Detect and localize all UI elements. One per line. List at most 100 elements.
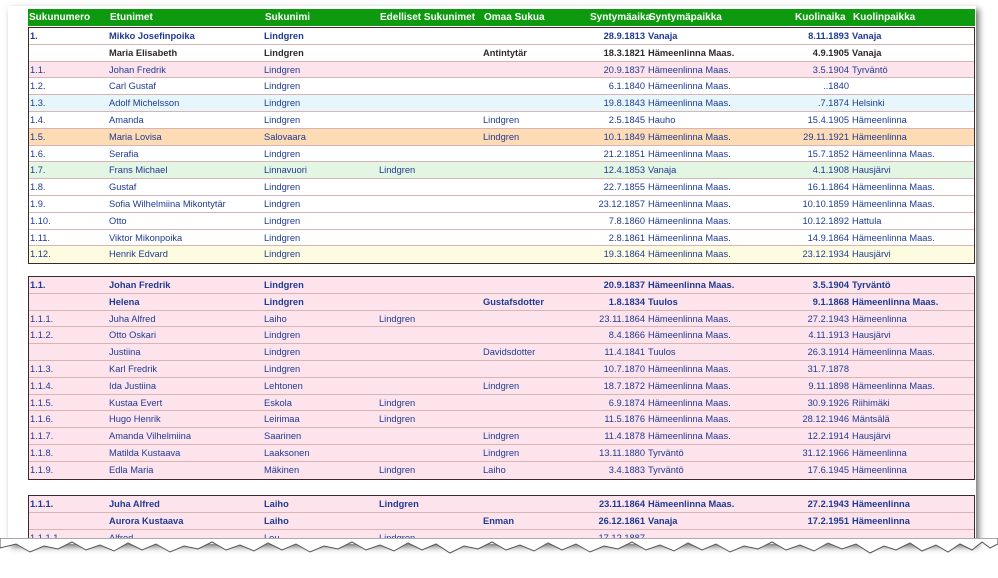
table-row[interactable]: 1.7. Frans Michael Linnavuori Lindgren 12.4.… <box>29 162 974 180</box>
kuolinaika-cell[interactable]: 31.12.1966 <box>802 447 849 458</box>
sukunimi-cell[interactable]: Lindgren <box>264 114 301 125</box>
syntymapaikka-cell[interactable]: Tuulos <box>648 347 676 358</box>
etunimet-cell[interactable]: Serafia <box>109 148 139 159</box>
sukunimi-cell[interactable]: Lindgren <box>264 215 301 226</box>
syntymapaikka-cell[interactable]: Hämeenlinna Maas. <box>648 148 731 159</box>
kuolinpaikka-cell[interactable]: Hämeenlinna <box>852 464 907 475</box>
header-sukunumero[interactable]: Sukunumero <box>29 12 91 23</box>
edelliset-cell[interactable] <box>379 294 479 310</box>
table-row[interactable]: 1.1.5. Kustaa Evert Eskola Lindgren 6.9.1874… <box>29 394 974 412</box>
omaa-sukua-cell[interactable] <box>483 62 578 78</box>
header-kuolinpaikka[interactable]: Kuolinpaikka <box>853 12 916 23</box>
table-row[interactable]: Maria Elisabeth Lindgren Antintytär 18.3.18… <box>29 44 974 62</box>
syntymaaika-cell[interactable]: 7.8.1860 <box>608 215 645 226</box>
etunimet-cell[interactable]: Otto <box>109 215 127 226</box>
kuolinaika-cell[interactable]: 17.2.1951 <box>807 515 849 526</box>
kuolinpaikka-cell[interactable]: Mäntsälä <box>852 414 890 425</box>
etunimet-cell[interactable]: Maria Elisabeth <box>109 47 178 58</box>
header-etunimet[interactable]: Etunimet <box>110 12 153 23</box>
kuolinaika-cell[interactable]: ..1840 <box>823 81 849 92</box>
sukunimi-cell[interactable]: Linnavuori <box>264 165 307 176</box>
etunimet-cell[interactable]: Amanda <box>109 114 144 125</box>
sukunumero-cell[interactable]: 1.6. <box>30 148 46 159</box>
omaa-sukua-cell[interactable] <box>483 230 578 246</box>
syntymapaikka-cell[interactable]: Hämeenlinna Maas. <box>648 81 731 92</box>
etunimet-cell[interactable]: Frans Michael <box>109 165 168 176</box>
sukunumero-cell[interactable]: 1.3. <box>30 98 46 109</box>
edelliset-cell[interactable] <box>379 196 479 212</box>
syntymaaika-cell[interactable]: 10.1.1849 <box>603 131 645 142</box>
omaa-sukua-cell[interactable] <box>483 78 578 94</box>
edelliset-cell[interactable] <box>379 95 479 111</box>
kuolinpaikka-cell[interactable]: Hämeenlinna <box>852 499 910 509</box>
edelliset-cell[interactable]: Lindgren <box>379 464 416 475</box>
kuolinaika-cell[interactable]: 3.5.1904 <box>812 280 849 290</box>
edelliset-cell[interactable]: Lindgren <box>379 313 416 324</box>
omaa-sukua-cell[interactable] <box>483 213 578 229</box>
omaa-sukua-cell[interactable]: Lindgren <box>483 131 520 142</box>
syntymaaika-cell[interactable]: 2.8.1861 <box>608 232 645 243</box>
table-row[interactable]: 1.1. Johan Fredrik Lindgren 20.9.1837 Hämeen… <box>29 61 974 79</box>
syntymaaika-cell[interactable]: 2.5.1845 <box>608 114 645 125</box>
header-sukunimi[interactable]: Sukunimi <box>265 12 311 23</box>
omaa-sukua-cell[interactable]: Antintytär <box>483 47 527 58</box>
sukunumero-cell[interactable]: 1.1.3. <box>30 363 54 374</box>
etunimet-cell[interactable]: Aurora Kustaava <box>109 515 184 526</box>
edelliset-cell[interactable] <box>379 45 479 61</box>
omaa-sukua-cell[interactable] <box>483 311 578 327</box>
sukunumero-cell[interactable] <box>30 294 108 310</box>
header-edelliset-sukunimet[interactable]: Edelliset Sukunimet <box>380 12 476 23</box>
syntymaaika-cell[interactable]: 3.4.1883 <box>608 464 645 475</box>
syntymaaika-cell[interactable]: 26.12.1861 <box>598 515 645 526</box>
etunimet-cell[interactable]: Karl Fredrik <box>109 363 158 374</box>
kuolinaika-cell[interactable]: 14.9.1864 <box>807 232 849 243</box>
etunimet-cell[interactable]: Juha Alfred <box>109 499 160 509</box>
edelliset-cell[interactable] <box>379 361 479 377</box>
table-row[interactable]: 1.3. Adolf Michelsson Lindgren 19.8.1843 Häm… <box>29 95 974 112</box>
kuolinpaikka-cell[interactable]: Hämeenlinna <box>852 515 910 526</box>
omaa-sukua-cell[interactable] <box>483 411 578 427</box>
header-kuolinaika[interactable]: Kuolinaika <box>795 12 846 23</box>
kuolinaika-cell[interactable]: 27.2.1943 <box>807 313 849 324</box>
kuolinpaikka-cell[interactable]: Hausjärvi <box>852 431 891 442</box>
etunimet-cell[interactable]: Adolf Michelsson <box>109 98 180 109</box>
table-row[interactable]: 1.8. Gustaf Lindgren 22.7.1855 Hämeenlinna M… <box>29 179 974 196</box>
syntymaaika-cell[interactable]: 11.4.1878 <box>604 431 645 442</box>
omaa-sukua-cell[interactable] <box>483 196 578 212</box>
kuolinpaikka-cell[interactable] <box>852 78 970 94</box>
omaa-sukua-cell[interactable] <box>483 395 578 411</box>
edelliset-cell[interactable] <box>379 230 479 246</box>
edelliset-cell[interactable]: Lindgren <box>379 499 419 509</box>
header-syntymaaika[interactable]: Syntymäaika <box>590 12 652 23</box>
syntymapaikka-cell[interactable]: Hämeenlinna Maas. <box>648 131 731 142</box>
sukunimi-cell[interactable]: Lindgren <box>264 330 301 341</box>
edelliset-cell[interactable] <box>379 146 479 162</box>
table-row[interactable]: 1.9. Sofia Wilhelmiina Mikontytär Lindgren… <box>29 195 974 213</box>
sukunumero-cell[interactable]: 1.1.9. <box>30 464 54 475</box>
sukunumero-cell[interactable]: 1.1.8. <box>30 447 54 458</box>
etunimet-cell[interactable]: Matilda Kustaava <box>109 447 181 458</box>
etunimet-cell[interactable]: Justiina <box>109 347 141 358</box>
edelliset-cell[interactable] <box>379 213 479 229</box>
syntymapaikka-cell[interactable]: Hämeenlinna Maas. <box>648 98 731 109</box>
sukunumero-cell[interactable]: 1.12. <box>30 249 51 260</box>
sukunimi-cell[interactable]: Lindgren <box>264 148 301 159</box>
syntymaaika-cell[interactable]: 12.4.1853 <box>603 165 645 176</box>
etunimet-cell[interactable]: Mikko Josefinpoika <box>109 31 195 41</box>
sukunumero-cell[interactable] <box>30 344 108 360</box>
syntymapaikka-cell[interactable]: Vanaja <box>648 31 678 41</box>
etunimet-cell[interactable]: Carl Gustaf <box>109 81 157 92</box>
kuolinaika-cell[interactable]: 16.1.1864 <box>807 182 849 193</box>
syntymaaika-cell[interactable]: 22.7.1855 <box>603 182 645 193</box>
edelliset-cell[interactable] <box>379 28 479 44</box>
kuolinaika-cell[interactable]: 29.11.1921 <box>803 131 849 142</box>
syntymapaikka-cell[interactable]: Hämeenlinna Maas. <box>648 198 731 209</box>
omaa-sukua-cell[interactable] <box>483 277 578 293</box>
sukunumero-cell[interactable]: 1.8. <box>30 182 46 193</box>
edelliset-cell[interactable] <box>379 428 479 444</box>
sukunumero-cell[interactable]: 1.9. <box>30 198 46 209</box>
etunimet-cell[interactable]: Edla Maria <box>109 464 154 475</box>
sukunimi-cell[interactable]: Mäkinen <box>264 464 300 475</box>
sukunimi-cell[interactable]: Lindgren <box>264 363 301 374</box>
sukunimi-cell[interactable]: Lindgren <box>264 198 301 209</box>
